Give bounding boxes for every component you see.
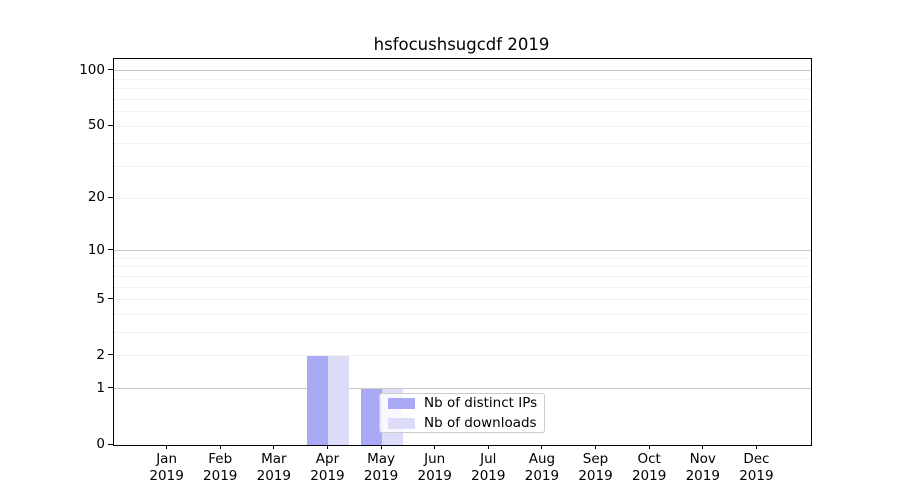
gridline [114,275,811,277]
gridline [114,88,811,90]
gridline [114,143,811,145]
bar-may-distinct-ips [361,388,383,445]
x-tick-label: Apr 2019 [310,451,345,484]
gridline [114,332,811,334]
x-tick-mark [755,445,757,449]
gridline [114,70,811,72]
x-tick-label: Jun 2019 [417,451,452,484]
legend-swatch-downloads-icon [388,417,415,429]
x-tick-label: May 2019 [363,451,399,484]
x-tick-label: Aug 2019 [524,451,560,484]
y-tick-mark [108,387,113,389]
x-tick-mark [702,445,704,449]
bar-apr-distinct-ips [307,355,329,445]
x-tick-mark [380,445,382,449]
chart-title: hsfocushsugcdf 2019 [373,35,550,54]
y-tick-mark [108,443,113,445]
x-tick-mark [219,445,221,449]
gridline [114,125,811,127]
legend: Nb of distinct IPs Nb of downloads [379,393,545,433]
gridline [114,197,811,199]
gridline [114,166,811,168]
legend-entry-distinct-ips: Nb of distinct IPs [388,395,538,411]
x-tick-label: Nov 2019 [685,451,720,484]
y-tick-label: 10 [87,241,105,258]
gridline [114,111,811,113]
gridline [114,355,811,357]
gridline [114,388,811,390]
legend-label-distinct-ips: Nb of distinct IPs [424,395,538,411]
y-tick-mark [108,298,113,300]
legend-entry-downloads: Nb of downloads [388,415,537,431]
x-tick-mark [487,445,489,449]
gridline [114,286,811,288]
x-tick-mark [541,445,543,449]
gridline [114,257,811,259]
gridline [114,266,811,268]
x-tick-label: Mar 2019 [256,451,292,484]
y-tick-label: 20 [87,189,105,206]
y-tick-label: 0 [96,436,105,452]
gridline [114,250,811,252]
y-tick-label: 50 [87,117,105,134]
x-tick-mark [648,445,650,449]
x-tick-mark [166,445,168,449]
x-tick-mark [326,445,328,449]
x-tick-mark [273,445,275,449]
y-tick-mark [108,124,113,126]
plot-area: Nb of distinct IPs Nb of downloads [113,58,812,446]
y-tick-label: 2 [96,346,105,363]
legend-label-downloads: Nb of downloads [424,415,537,431]
x-tick-label: Oct 2019 [631,451,667,484]
y-tick-mark [108,354,113,356]
gridline [114,299,811,301]
gridline [114,98,811,100]
y-tick-label: 5 [96,290,105,307]
y-tick-label: 100 [79,61,105,78]
x-tick-mark [595,445,597,449]
x-tick-label: Dec 2019 [739,451,774,484]
gridline [114,78,811,80]
y-tick-mark [108,249,113,251]
x-tick-label: Jul 2019 [471,451,506,484]
y-tick-label: 1 [96,379,105,396]
x-tick-label: Feb 2019 [203,451,238,484]
y-tick-mark [108,69,113,71]
bar-apr-downloads [328,355,350,445]
x-tick-mark [434,445,436,449]
gridline [114,314,811,316]
y-tick-mark [108,196,113,198]
x-tick-label: Sep 2019 [578,451,613,484]
x-tick-label: Jan 2019 [149,451,184,484]
legend-swatch-distinct-ips-icon [388,397,415,409]
